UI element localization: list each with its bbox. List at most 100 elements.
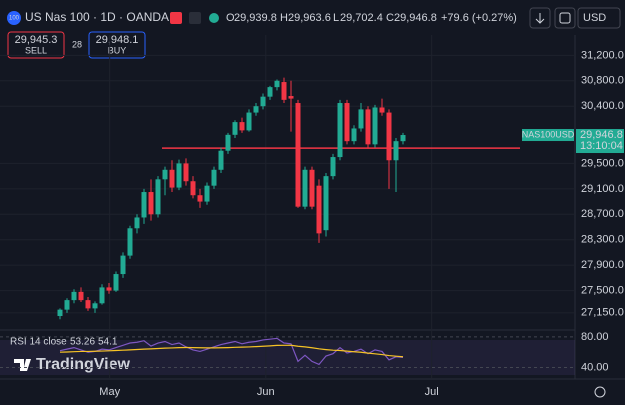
candle-body	[365, 109, 371, 145]
candle-body	[386, 112, 392, 161]
candle-body	[127, 228, 133, 256]
x-tick-label: Jul	[425, 386, 439, 398]
candle-body	[337, 103, 343, 158]
logo: TradingView	[36, 356, 131, 373]
ohlc-value: 29,939.8	[234, 12, 277, 24]
indicator-value: 54.1	[98, 337, 118, 348]
candle-body	[190, 181, 196, 196]
candle-body	[267, 87, 273, 97]
buy-button[interactable]	[88, 31, 146, 59]
y-tick-label: 27,900.0	[581, 259, 624, 271]
y-tick-label: 28,700.0	[581, 208, 624, 220]
x-tick-label: May	[99, 386, 120, 398]
candle-body	[57, 309, 63, 317]
rsi-line	[59, 344, 404, 358]
sell-button[interactable]	[7, 31, 65, 59]
candle-body	[400, 135, 406, 142]
candle-body	[274, 80, 280, 88]
currency: USD	[583, 12, 606, 24]
candle-body	[141, 192, 147, 218]
x-tick-label: Jun	[257, 386, 275, 398]
candle-body	[148, 192, 154, 215]
candle-body	[78, 291, 84, 301]
candle-body	[99, 287, 105, 304]
currency-button[interactable]	[577, 7, 621, 29]
candle-body	[204, 185, 210, 202]
candle-body	[239, 122, 245, 131]
symbol-label-bg	[522, 129, 574, 142]
y-tick-label: 40.00	[581, 361, 609, 373]
candle-body	[379, 107, 385, 113]
candle-body	[71, 291, 77, 301]
candle-body	[64, 300, 70, 310]
ohlc-key: L	[333, 12, 339, 24]
download-icon	[535, 13, 545, 24]
candle-body	[169, 169, 175, 188]
y-tick-label: 80.00	[581, 331, 609, 343]
candle-body	[211, 169, 217, 186]
rsi-line	[59, 337, 404, 366]
candle-body	[260, 96, 266, 107]
alert-icon[interactable]	[189, 12, 201, 24]
y-tick-label: 30,400.0	[581, 100, 624, 112]
sell-label: SELL	[25, 45, 47, 55]
candle-body	[85, 300, 91, 309]
ohlc-value: 29,963.6	[288, 12, 331, 24]
candle-body	[295, 103, 301, 207]
symbol-badge	[7, 11, 21, 25]
candle-body	[323, 176, 329, 231]
price-label-bg	[576, 129, 624, 154]
fullscreen-icon	[559, 12, 571, 24]
download-button[interactable]	[529, 7, 551, 29]
candle-body	[197, 195, 203, 202]
ohlc-key: O	[226, 12, 235, 24]
buy-label: BUY	[108, 45, 127, 55]
candle-body	[372, 107, 378, 145]
buy-price: 29,948.1	[96, 34, 139, 46]
candle-body	[351, 128, 357, 142]
change: +79.6 (+0.27%)	[441, 12, 517, 24]
plot-area: 31,200.0 30,800.0 30,400.0 29,500.0 29,100.0…	[0, 35, 624, 398]
y-tick-label: 30,800.0	[581, 75, 624, 87]
candle-body	[253, 106, 259, 113]
ohlc-value: 29,946.8	[394, 12, 437, 24]
candle-body	[218, 150, 224, 170]
candle-body	[288, 96, 294, 99]
candle-body	[393, 141, 399, 161]
candle-body	[232, 122, 238, 135]
candle-body	[120, 255, 126, 275]
candle-body	[330, 157, 336, 177]
candle-body	[106, 287, 112, 291]
candle-body	[92, 303, 98, 309]
y-tick-label: 29,500.0	[581, 157, 624, 169]
symbol-label: NAS100USD	[522, 129, 575, 139]
candle-body	[302, 169, 308, 207]
fullscreen-button[interactable]	[554, 7, 576, 29]
ohlc-value: 29,702.4	[340, 12, 383, 24]
countdown: 13:10:04	[580, 140, 623, 152]
flag-icon[interactable]	[170, 12, 182, 24]
indicator-title: RSI 14 close	[10, 337, 67, 348]
candle-body	[225, 134, 231, 151]
y-tick-label: 31,200.0	[581, 49, 624, 61]
indicator-value: 53.26	[70, 337, 95, 348]
spread: 28	[72, 39, 82, 49]
candle-body	[113, 274, 119, 291]
market-status	[209, 13, 219, 23]
candle-body	[316, 185, 322, 234]
y-tick-label: 29,100.0	[581, 183, 624, 195]
price-label: 29,946.8	[580, 129, 623, 141]
candle-body	[134, 217, 140, 229]
badge-text: 100	[9, 16, 20, 22]
symbol-title[interactable]: US Nas 100 · 1D · OANDA	[25, 10, 169, 24]
candle-body	[183, 163, 189, 182]
sell-price: 29,945.3	[15, 34, 58, 46]
settings-button[interactable]	[594, 386, 606, 398]
candle-body	[176, 163, 182, 188]
y-tick-label: 28,300.0	[581, 234, 624, 246]
y-tick-label: 27,500.0	[581, 284, 624, 296]
candle-body	[162, 169, 168, 180]
ohlc-key: H	[280, 12, 288, 24]
y-tick-label: 27,150.0	[581, 307, 624, 319]
